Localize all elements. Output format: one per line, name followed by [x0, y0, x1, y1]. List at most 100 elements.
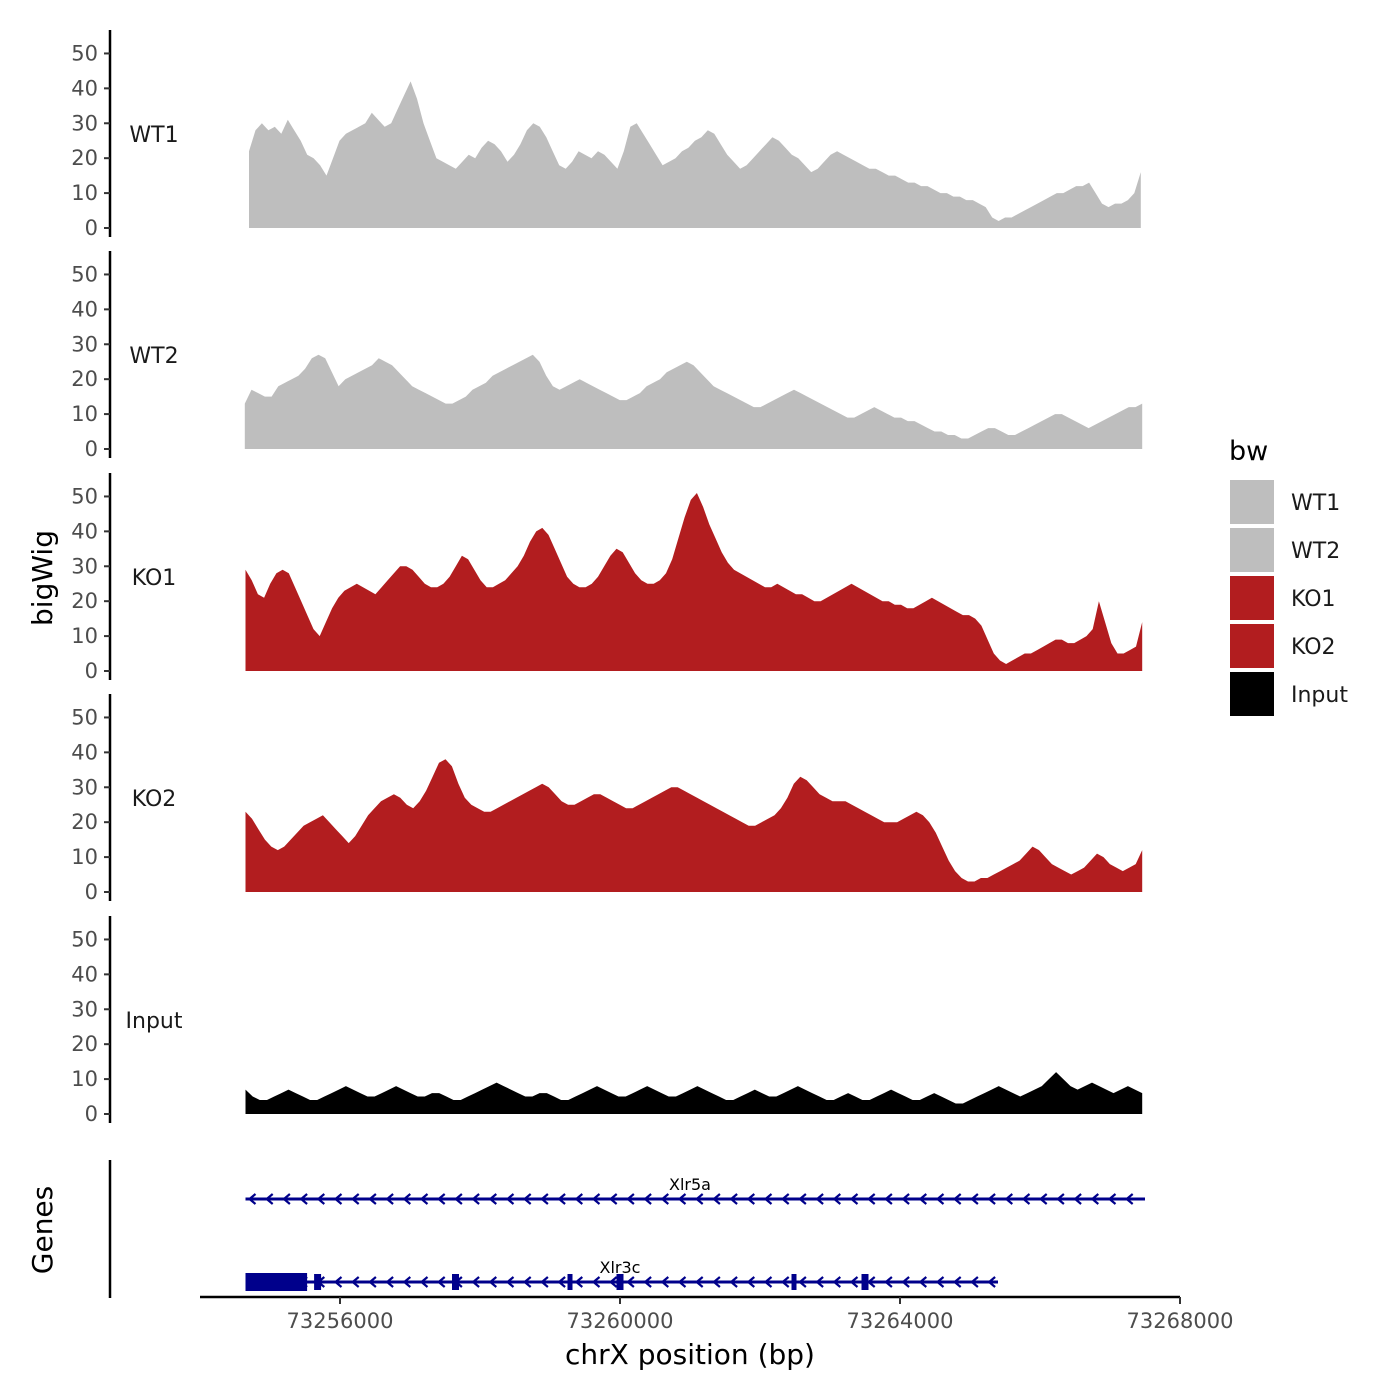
x-tick-label: 73260000	[567, 1309, 674, 1333]
strand-arrow	[987, 1193, 996, 1205]
x-tick-label: 73268000	[1127, 1309, 1234, 1333]
strand-arrow	[746, 1276, 756, 1288]
y-tick-label: 0	[85, 659, 98, 683]
strand-arrow	[643, 1276, 652, 1288]
strand-arrow	[471, 1276, 480, 1288]
strand-arrow	[815, 1193, 824, 1205]
strand-arrow	[1107, 1193, 1117, 1205]
strand-arrow	[333, 1193, 343, 1205]
strand-arrow	[522, 1276, 532, 1288]
strand-arrow	[419, 1276, 429, 1288]
y-tick-label: 20	[71, 367, 98, 391]
strand-arrow	[350, 1276, 360, 1288]
strand-arrow	[832, 1193, 842, 1205]
legend-label: Input	[1291, 683, 1348, 708]
strand-arrow	[591, 1193, 601, 1205]
y-tick-label: 20	[71, 146, 98, 170]
panel-wt1: 0 10 20 30 40 50 WT1	[71, 30, 1141, 240]
y-tick-label: 20	[71, 1032, 98, 1056]
exon	[245, 1273, 308, 1291]
y-tick-label: 10	[71, 1067, 98, 1091]
strand-arrow	[626, 1276, 635, 1288]
strand-arrow	[746, 1193, 756, 1205]
panel-wt2: 0 10 20 30 40 50 WT2	[71, 251, 1143, 461]
strand-arrow	[712, 1193, 721, 1205]
y-tick-label: 0	[85, 437, 98, 461]
strand-arrow	[970, 1276, 979, 1288]
strand-arrow	[866, 1193, 876, 1205]
strand-arrow	[333, 1276, 343, 1288]
strand-arrow	[798, 1276, 807, 1288]
x-axis-title: chrX position (bp)	[565, 1338, 815, 1371]
panel-label: Input	[126, 1009, 183, 1034]
strand-arrow	[385, 1193, 394, 1205]
strand-arrow	[832, 1276, 842, 1288]
strand-arrow	[557, 1276, 566, 1288]
y-axis-title: bigWig	[26, 530, 59, 626]
y-tick-label: 30	[71, 775, 98, 799]
legend-title: bw	[1229, 436, 1268, 467]
legend-item-ko1: KO1	[1230, 576, 1336, 620]
strand-arrow	[918, 1193, 928, 1205]
gene-label: Xlr3c	[600, 1258, 641, 1277]
strand-arrow	[350, 1193, 360, 1205]
strand-arrow	[884, 1193, 893, 1205]
exon	[861, 1274, 869, 1290]
strand-arrow	[591, 1276, 601, 1288]
y-tick-label: 50	[71, 927, 98, 951]
exon	[567, 1274, 573, 1290]
y-tick-label: 30	[71, 332, 98, 356]
y-tick-label: 10	[71, 845, 98, 869]
strand-arrow	[1090, 1193, 1100, 1205]
strand-arrow	[1021, 1193, 1031, 1205]
strand-arrow	[368, 1193, 377, 1205]
legend-item-wt2: WT2	[1230, 528, 1340, 572]
strand-arrow	[1124, 1193, 1134, 1205]
y-tick-label: 40	[71, 519, 98, 543]
exon	[452, 1274, 459, 1290]
strand-arrow	[901, 1276, 910, 1288]
panel-label: KO2	[132, 787, 177, 812]
strand-arrow	[815, 1276, 824, 1288]
strand-arrow	[763, 1193, 773, 1205]
y-tick-label: 10	[71, 181, 98, 205]
y-tick-label: 20	[71, 810, 98, 834]
strand-arrow	[1073, 1193, 1082, 1205]
strand-arrow	[402, 1193, 412, 1205]
exon	[616, 1274, 624, 1290]
strand-arrow	[643, 1193, 652, 1205]
strand-arrow	[488, 1193, 498, 1205]
gene-xlr5a: Xlr5a	[245, 1175, 1145, 1205]
strand-arrow	[385, 1276, 394, 1288]
strand-arrow	[763, 1276, 773, 1288]
strand-arrow	[282, 1193, 291, 1205]
legend: bw WT1 WT2 KO1 KO2 Input	[1229, 436, 1348, 716]
legend-label: WT2	[1291, 539, 1340, 564]
strand-arrow	[454, 1193, 463, 1205]
legend-swatch	[1230, 624, 1274, 668]
strand-arrow	[488, 1276, 498, 1288]
strand-arrow	[608, 1193, 618, 1205]
strand-arrow	[677, 1193, 687, 1205]
strand-arrow	[1056, 1193, 1065, 1205]
legend-item-wt1: WT1	[1230, 480, 1340, 524]
strand-arrow	[952, 1276, 962, 1288]
strand-arrow	[866, 1276, 876, 1288]
strand-arrow	[729, 1276, 738, 1288]
legend-label: KO1	[1291, 587, 1336, 612]
panel-label: KO1	[132, 566, 177, 591]
panel-ko1: 0 10 20 30 40 50 KO1	[71, 473, 1143, 683]
legend-label: KO2	[1291, 635, 1336, 660]
panel-label: WT1	[129, 123, 178, 148]
strand-arrow	[729, 1193, 738, 1205]
y-tick-label: 30	[71, 997, 98, 1021]
coverage-area-ko2	[245, 759, 1143, 892]
strand-arrow	[694, 1276, 704, 1288]
strand-arrow	[780, 1193, 790, 1205]
strand-arrow	[574, 1276, 584, 1288]
strand-arrow	[419, 1193, 429, 1205]
y-tick-label: 50	[71, 705, 98, 729]
strand-arrow	[505, 1276, 515, 1288]
strand-arrow	[694, 1193, 704, 1205]
y-tick-label: 40	[71, 297, 98, 321]
